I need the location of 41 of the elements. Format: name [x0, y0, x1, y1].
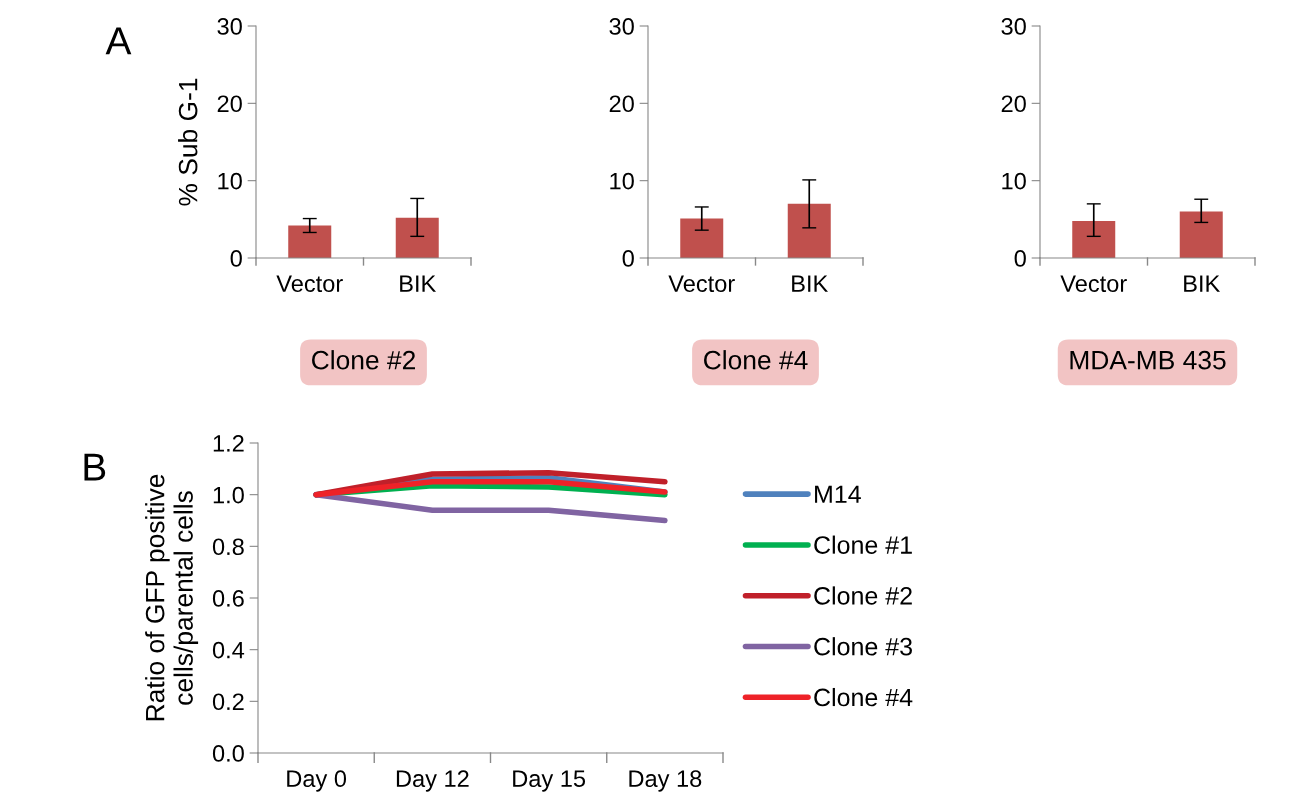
x-tick-label: BIK: [400, 275, 437, 292]
y-tick-label: 20: [217, 95, 242, 113]
y-tick-label: 10: [218, 172, 242, 190]
legend-label: Clone #3: [814, 637, 912, 656]
x-tick-label: BIK: [1184, 275, 1221, 292]
x-tick-label: Vector: [668, 275, 735, 293]
legend-label: Clone #4: [814, 687, 913, 707]
x-tick-label: Day 12: [396, 770, 469, 792]
x-tick-label: BIK: [792, 275, 829, 292]
y-tick-label: 30: [217, 18, 242, 35]
y-tick-label: 30: [1001, 18, 1026, 35]
y-tick-label: 0.8: [212, 538, 244, 556]
text: B: [84, 453, 106, 481]
x-tick-label: Vector: [1060, 275, 1127, 293]
y-tick-label: 0: [622, 250, 634, 267]
y-tick-label: 1.0: [213, 486, 244, 504]
y-axis-title: Ratio of GFP positive cells/parental cells: [145, 474, 199, 721]
y-axis-title: % Sub G-1: [178, 78, 198, 206]
text: Clone #2: [312, 350, 415, 370]
legend-label: Clone #1: [814, 535, 912, 554]
text: MDA-MB 435: [1070, 350, 1226, 370]
legend-label: Clone #2: [814, 586, 912, 605]
y-tick-label: 10: [1002, 172, 1026, 190]
x-tick-label: Day 0: [287, 770, 347, 792]
y-tick-label: 0: [230, 250, 242, 267]
y-tick-label: 20: [609, 95, 634, 113]
text: Clone #4: [704, 350, 808, 370]
legend-label: M14: [815, 485, 861, 503]
x-tick-label: Day 18: [629, 770, 702, 792]
y-tick-label: 1.2: [213, 435, 244, 452]
y-tick-label: 30: [609, 18, 634, 35]
text: A: [105, 27, 132, 55]
y-tick-label: 20: [1001, 95, 1026, 113]
y-tick-label: 0.4: [212, 641, 245, 659]
y-tick-label: 0.0: [212, 745, 244, 762]
y-tick-label: 10: [610, 172, 634, 190]
x-tick-label: Day 15: [513, 770, 586, 792]
x-tick-label: Vector: [276, 275, 343, 293]
y-tick-label: 0.6: [212, 590, 244, 607]
y-tick-label: 0: [1014, 250, 1026, 267]
y-tick-label: 0.2: [212, 693, 244, 711]
